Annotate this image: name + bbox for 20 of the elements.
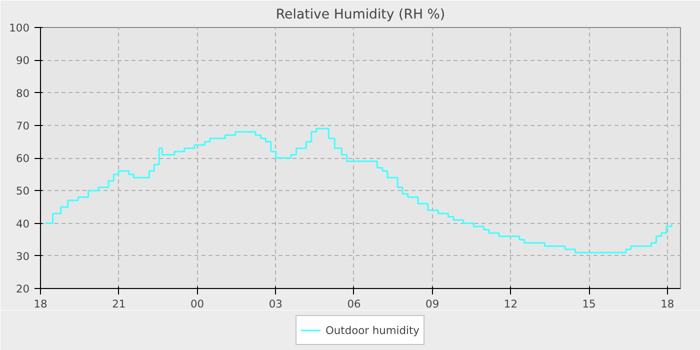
x-tick-label: 09: [426, 298, 440, 310]
y-tick-label: 20: [16, 282, 30, 296]
y-tick-label: 80: [16, 86, 30, 100]
x-tick-label: 00: [190, 298, 204, 310]
y-tick-label: 40: [16, 217, 30, 230]
x-tick-label: 18: [34, 298, 48, 310]
y-tick-label: 90: [16, 54, 30, 68]
legend-label: Outdoor humidity: [326, 324, 420, 336]
x-tick-label: 18: [660, 298, 674, 310]
x-tick-label: 21: [112, 298, 126, 310]
y-tick-label: 70: [16, 119, 30, 132]
chart-title: Relative Humidity (RH %): [276, 8, 446, 22]
x-tick-label: 03: [268, 298, 282, 310]
x-tick-label: 15: [582, 298, 596, 310]
y-tick-label: 50: [16, 184, 30, 198]
x-tick-label: 06: [347, 298, 361, 310]
y-tick-label: 30: [16, 250, 30, 263]
y-tick-label: 60: [16, 152, 30, 165]
y-tick-label: 100: [9, 22, 30, 34]
x-tick-label: 12: [504, 298, 518, 310]
